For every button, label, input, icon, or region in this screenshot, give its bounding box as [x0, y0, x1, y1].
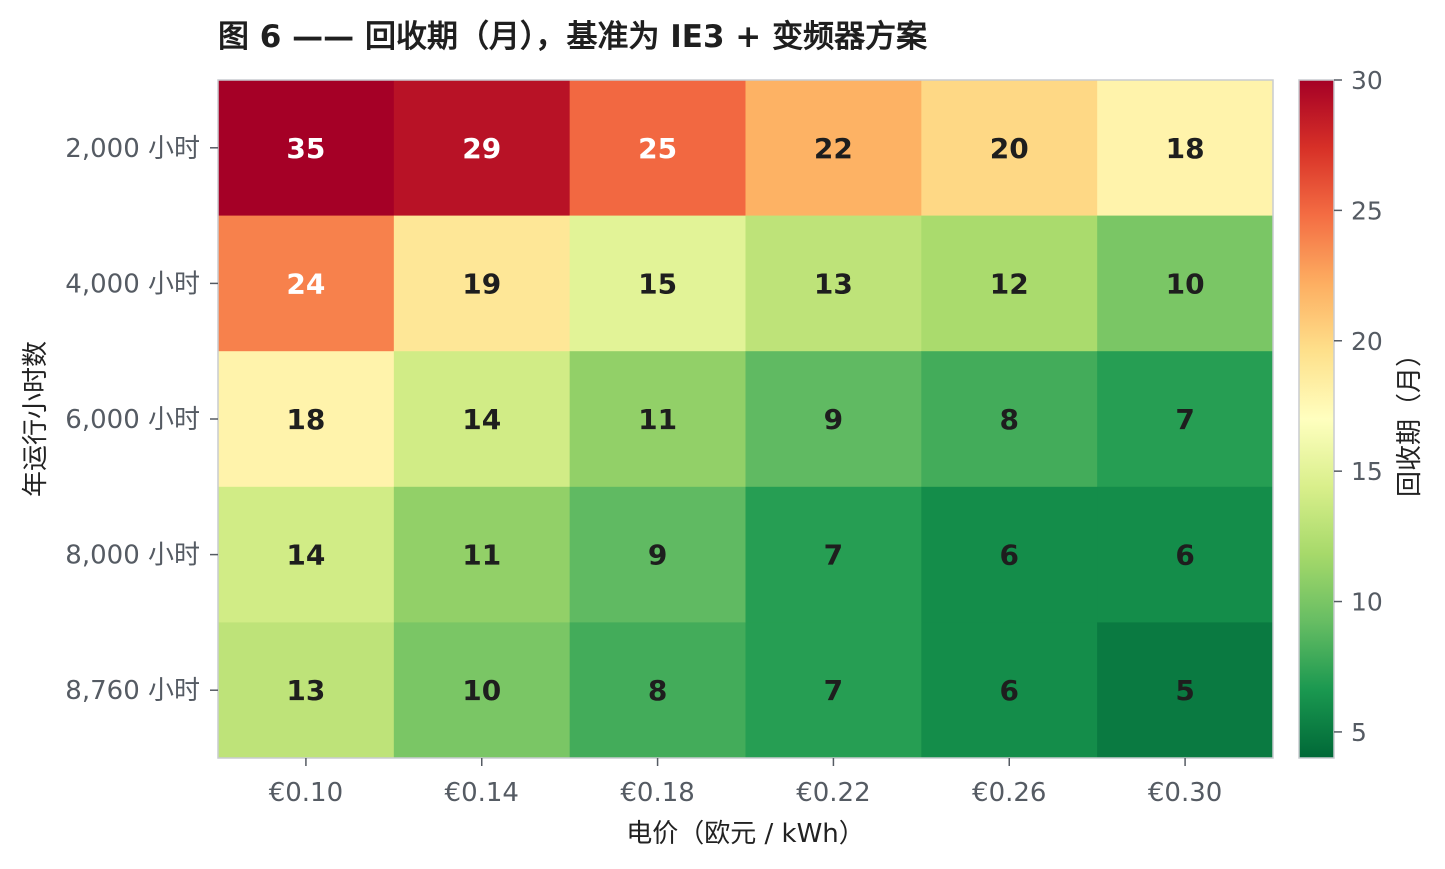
- colorbar-tick-label: 25: [1351, 196, 1383, 225]
- heatmap-cell: [745, 622, 922, 759]
- x-tick-label: €0.26: [972, 778, 1046, 808]
- x-axis-ticks: €0.10 €0.14 €0.18 €0.22 €0.26 €0.30: [269, 758, 1222, 808]
- heatmap-cell: [569, 622, 746, 759]
- heatmap-cell: [393, 351, 571, 488]
- heatmap-cell: [745, 486, 922, 623]
- heatmap-cell: [393, 80, 571, 217]
- cell-value-label: 9: [824, 403, 843, 436]
- cell-value-label: 13: [286, 674, 325, 707]
- heatmap-cell-labels: 35 29 25 22 20 18 24 19 15 13 12 10 18 14 11 9 8 7 14 11 9 7 6…: [286, 132, 1204, 707]
- heatmap-cell: [921, 351, 1098, 488]
- colorbar-tick-label: 30: [1351, 66, 1383, 95]
- cell-value-label: 6: [1000, 539, 1019, 572]
- heatmap-cell: [569, 215, 746, 352]
- cell-value-label: 12: [990, 267, 1029, 300]
- x-tick-label: €0.30: [1148, 778, 1222, 808]
- heatmap-cell: [921, 80, 1098, 217]
- heatmap-cell: [569, 80, 746, 217]
- cell-value-label: 29: [462, 132, 501, 165]
- heatmap-cell: [921, 622, 1098, 759]
- cell-value-label: 14: [286, 539, 325, 572]
- cell-value-label: 7: [824, 674, 843, 707]
- cell-value-label: 6: [1000, 674, 1019, 707]
- cell-value-label: 7: [1175, 403, 1194, 436]
- heatmap-cell: [569, 351, 746, 488]
- heatmap-cell: [218, 80, 395, 217]
- cell-value-label: 20: [990, 132, 1029, 165]
- x-tick-label: €0.10: [269, 778, 343, 808]
- cell-value-label: 7: [824, 539, 843, 572]
- cell-value-label: 18: [286, 403, 325, 436]
- y-tick-label: 6,000 小时: [65, 405, 200, 435]
- x-axis-label: 电价（欧元 / kWh）: [626, 819, 865, 849]
- x-tick-label: €0.14: [445, 778, 519, 808]
- colorbar-label: 回收期（月）: [1395, 341, 1425, 497]
- cell-value-label: 9: [648, 539, 667, 572]
- cell-value-label: 25: [638, 132, 677, 165]
- y-tick-label: 4,000 小时: [65, 269, 200, 299]
- cell-value-label: 6: [1175, 539, 1194, 572]
- heatmap-cell: [1097, 215, 1274, 352]
- heatmap-cell: [393, 622, 571, 759]
- heatmap-cell: [921, 486, 1098, 623]
- cell-value-label: 8: [1000, 403, 1019, 436]
- cell-value-label: 10: [462, 674, 501, 707]
- cell-value-label: 14: [462, 403, 501, 436]
- chart-title: 图 6 —— 回收期（月），基准为 IE3 + 变频器方案: [218, 19, 928, 55]
- heatmap-cell: [218, 622, 395, 759]
- colorbar-tick-label: 10: [1351, 588, 1383, 617]
- heatmap-cell: [1097, 622, 1274, 759]
- heatmap-cell: [218, 486, 395, 623]
- heatmap-cell: [1097, 486, 1274, 623]
- colorbar-ticks: 5 10 15 20 25 30: [1334, 66, 1383, 747]
- heatmap-cell: [745, 80, 922, 217]
- y-tick-label: 8,760 小时: [65, 676, 200, 706]
- heatmap-cell: [921, 215, 1098, 352]
- colorbar-tick-label: 20: [1351, 327, 1383, 356]
- cell-value-label: 18: [1166, 132, 1205, 165]
- heatmap-cell: [569, 486, 746, 623]
- heatmap-cell: [1097, 80, 1274, 217]
- heatmap-cell: [1097, 351, 1274, 488]
- cell-value-label: 15: [638, 267, 677, 300]
- cell-value-label: 22: [814, 132, 853, 165]
- cell-value-label: 19: [462, 267, 501, 300]
- colorbar-tick-label: 5: [1351, 718, 1367, 747]
- x-tick-label: €0.22: [796, 778, 870, 808]
- y-axis-label: 年运行小时数: [21, 341, 51, 497]
- heatmap-cell: [745, 351, 922, 488]
- y-tick-label: 2,000 小时: [65, 134, 200, 164]
- cell-value-label: 24: [286, 267, 325, 300]
- cell-value-label: 10: [1166, 267, 1205, 300]
- cell-value-label: 11: [462, 539, 501, 572]
- colorbar: [1298, 79, 1335, 759]
- heatmap-cell: [745, 215, 922, 352]
- y-tick-label: 8,000 小时: [65, 541, 200, 571]
- colorbar-tick-label: 15: [1351, 457, 1383, 486]
- x-tick-label: €0.18: [620, 778, 694, 808]
- heatmap-cell: [218, 215, 395, 352]
- heatmap-cell: [393, 486, 571, 623]
- cell-value-label: 11: [638, 403, 677, 436]
- cell-value-label: 8: [648, 674, 667, 707]
- y-axis-ticks: 2,000 小时 4,000 小时 6,000 小时 8,000 小时 8,760 小时: [65, 134, 218, 706]
- heatmap-cell: [218, 351, 395, 488]
- cell-value-label: 5: [1175, 674, 1194, 707]
- cell-value-label: 13: [814, 267, 853, 300]
- cell-value-label: 35: [286, 132, 325, 165]
- heatmap-cell: [393, 215, 571, 352]
- heatmap-cells: [218, 80, 1274, 759]
